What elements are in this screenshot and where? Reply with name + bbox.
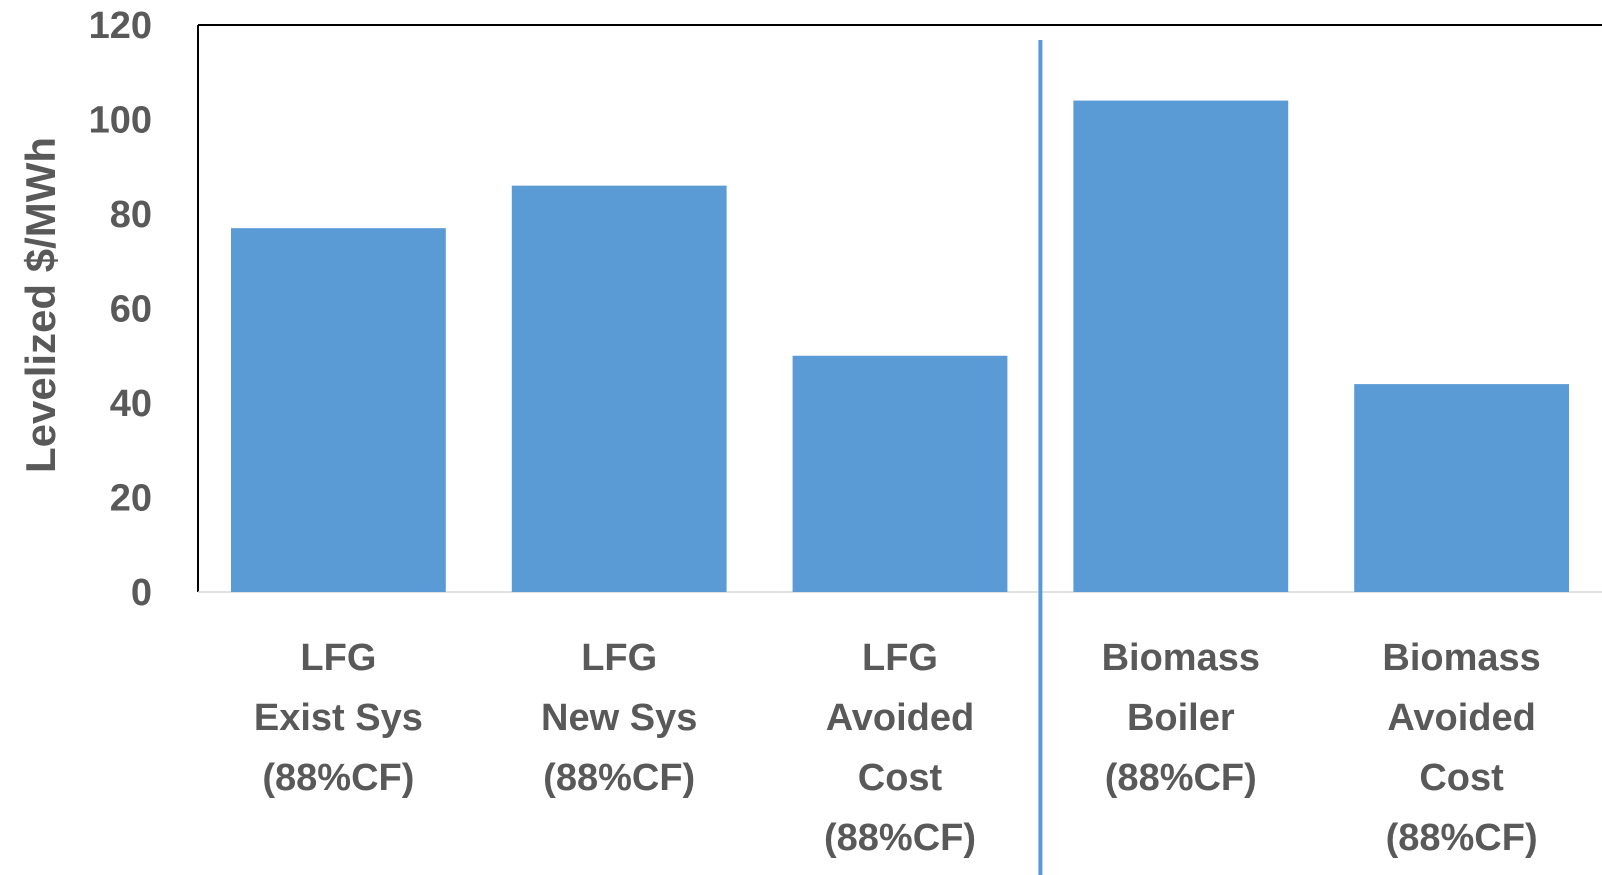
x-tick-label: Biomass [1382,637,1540,679]
x-tick-label: Cost [858,757,943,799]
x-tick-label: Boiler [1127,697,1235,739]
y-tick-label: 60 [110,289,152,331]
x-tick-label: (88%CF) [1105,757,1257,799]
bar [511,185,727,592]
y-tick-label: 40 [110,383,152,425]
x-tick-label: (88%CF) [1386,817,1538,859]
x-tick-label: Avoided [826,697,975,739]
y-tick-label: 0 [131,572,152,614]
y-tick-label: 120 [89,5,152,47]
x-tick-label: Cost [1419,757,1504,799]
y-tick-label: 20 [110,478,152,520]
x-tick-label: (88%CF) [262,757,414,799]
y-tick-label: 80 [110,194,152,236]
y-axis-title: Levelized $/MWh [17,137,64,473]
x-tick-label: New Sys [541,697,697,739]
bars [230,100,1570,593]
bar [230,228,446,593]
x-tick-label: (88%CF) [824,817,976,859]
x-tick-label: (88%CF) [543,757,695,799]
x-tick-label: LFG [581,637,657,679]
x-tick-label: Avoided [1387,697,1536,739]
x-tick-label: LFG [862,637,938,679]
y-axis: 0 20 40 60 80 100 120 [89,5,152,614]
x-tick-label: LFG [300,637,376,679]
x-tick-label: Exist Sys [254,697,423,739]
bar [1073,100,1289,592]
y-tick-label: 100 [89,100,152,142]
bar [1354,384,1570,592]
bar [792,355,1008,592]
x-tick-label: Biomass [1102,637,1260,679]
x-axis: LFG Exist Sys (88%CF) LFG New Sys (88%CF) LFG A… [254,637,1541,859]
